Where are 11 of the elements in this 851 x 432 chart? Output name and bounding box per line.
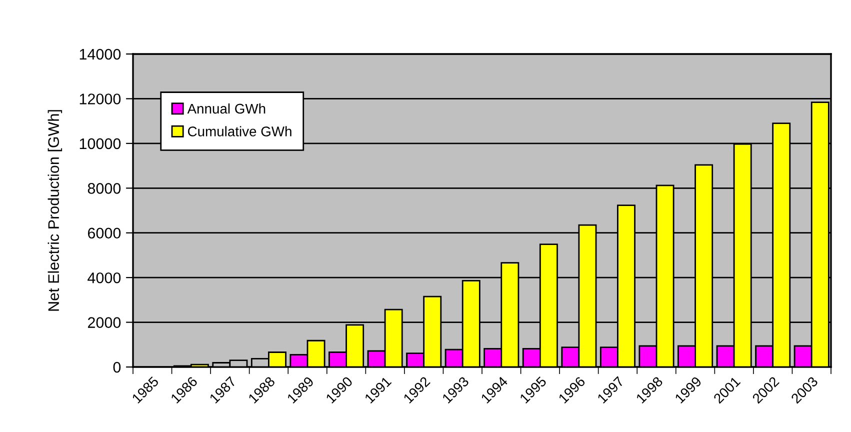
y-tick-label: 2000: [88, 317, 121, 328]
y-tick-label: 12000: [80, 94, 121, 104]
y-tick-label: 4000: [88, 272, 121, 284]
y-tick-label: 0: [113, 362, 121, 373]
legend-label: Annual GWh: [187, 103, 266, 114]
legend-label: Cumulative GWh: [188, 126, 292, 136]
y-tick-label: 6000: [88, 228, 121, 239]
y-axis-title: Net Electric Production [GWh]: [48, 110, 62, 311]
y-tick-label: 10000: [80, 138, 121, 150]
y-tick-label: 8000: [88, 183, 121, 194]
y-tick-label: 14000: [80, 48, 121, 60]
